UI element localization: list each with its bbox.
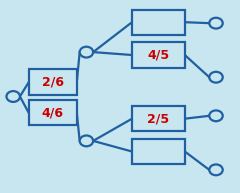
Circle shape bbox=[209, 72, 223, 83]
Circle shape bbox=[6, 91, 20, 102]
Circle shape bbox=[209, 18, 223, 29]
Text: 2/6: 2/6 bbox=[42, 75, 64, 89]
Text: 4/6: 4/6 bbox=[42, 106, 64, 119]
Bar bbox=[132, 106, 185, 131]
Text: 2/5: 2/5 bbox=[147, 112, 169, 125]
Circle shape bbox=[209, 110, 223, 121]
Text: 4/5: 4/5 bbox=[147, 48, 169, 62]
Circle shape bbox=[80, 47, 93, 58]
Circle shape bbox=[80, 135, 93, 146]
Bar bbox=[132, 10, 185, 35]
Circle shape bbox=[209, 164, 223, 175]
Bar bbox=[29, 69, 77, 95]
Bar bbox=[132, 42, 185, 68]
Bar bbox=[29, 100, 77, 125]
Bar bbox=[132, 139, 185, 164]
